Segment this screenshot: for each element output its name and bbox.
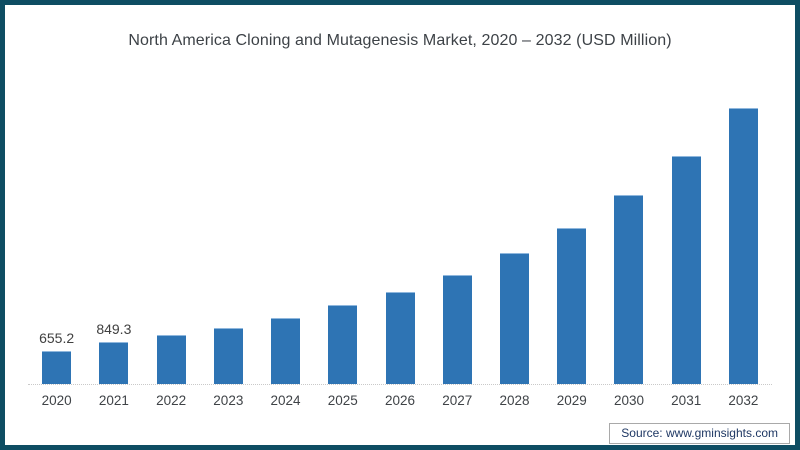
x-axis-label-2026: 2026 bbox=[385, 393, 416, 408]
bar-2032 bbox=[728, 108, 758, 384]
x-axis-label-2022: 2022 bbox=[156, 393, 187, 408]
bar-value-label-2020: 655.2 bbox=[39, 330, 75, 347]
bar-group-2031: 2031 bbox=[658, 84, 715, 408]
chart-title: North America Cloning and Mutagenesis Ma… bbox=[128, 32, 672, 49]
plot-area: 655.2 2020 849.3 2021 2022 2023 2024 2025 2026 20… bbox=[28, 84, 772, 408]
bar-2030 bbox=[614, 194, 644, 384]
source-text: Source: www.gminsights.com bbox=[621, 426, 778, 440]
bar-2028 bbox=[499, 252, 529, 384]
bar-group-2021: 849.3 2021 bbox=[85, 84, 142, 408]
bar-group-2024: 2024 bbox=[257, 84, 314, 408]
bar-group-2032: 2032 bbox=[715, 84, 772, 408]
x-axis-label-2029: 2029 bbox=[556, 393, 587, 408]
bar-2031 bbox=[671, 156, 701, 384]
bar-2020 bbox=[42, 351, 72, 384]
bar-2024 bbox=[271, 318, 301, 384]
bar-2025 bbox=[328, 305, 358, 384]
x-axis-label-2023: 2023 bbox=[213, 393, 244, 408]
bar-group-2022: 2022 bbox=[142, 84, 199, 408]
bar-value-label-2021: 849.3 bbox=[96, 320, 132, 337]
x-axis-label-2024: 2024 bbox=[270, 393, 301, 408]
bar-group-2027: 2027 bbox=[429, 84, 486, 408]
x-axis-label-2021: 2021 bbox=[98, 393, 129, 408]
x-axis-label-2032: 2032 bbox=[728, 393, 759, 408]
x-axis-label-2020: 2020 bbox=[41, 393, 72, 408]
bar-group-2023: 2023 bbox=[200, 84, 257, 408]
bar-2026 bbox=[385, 292, 415, 384]
bar-2022 bbox=[156, 334, 186, 384]
x-axis-label-2030: 2030 bbox=[613, 393, 644, 408]
bar-group-2026: 2026 bbox=[371, 84, 428, 408]
bar-group-2029: 2029 bbox=[543, 84, 600, 408]
x-axis-label-2027: 2027 bbox=[442, 393, 473, 408]
source-box: Source: www.gminsights.com bbox=[609, 423, 790, 444]
bar-group-2030: 2030 bbox=[600, 84, 657, 408]
x-axis-label-2025: 2025 bbox=[327, 393, 358, 408]
x-axis-label-2028: 2028 bbox=[499, 393, 530, 408]
bar-2027 bbox=[442, 275, 472, 384]
bar-2029 bbox=[557, 227, 587, 384]
bar-2021 bbox=[99, 341, 129, 384]
bar-2023 bbox=[213, 327, 243, 384]
x-axis-label-2031: 2031 bbox=[671, 393, 702, 408]
bar-group-2028: 2028 bbox=[486, 84, 543, 408]
bar-group-2020: 655.2 2020 bbox=[28, 84, 85, 408]
bar-group-2025: 2025 bbox=[314, 84, 371, 408]
